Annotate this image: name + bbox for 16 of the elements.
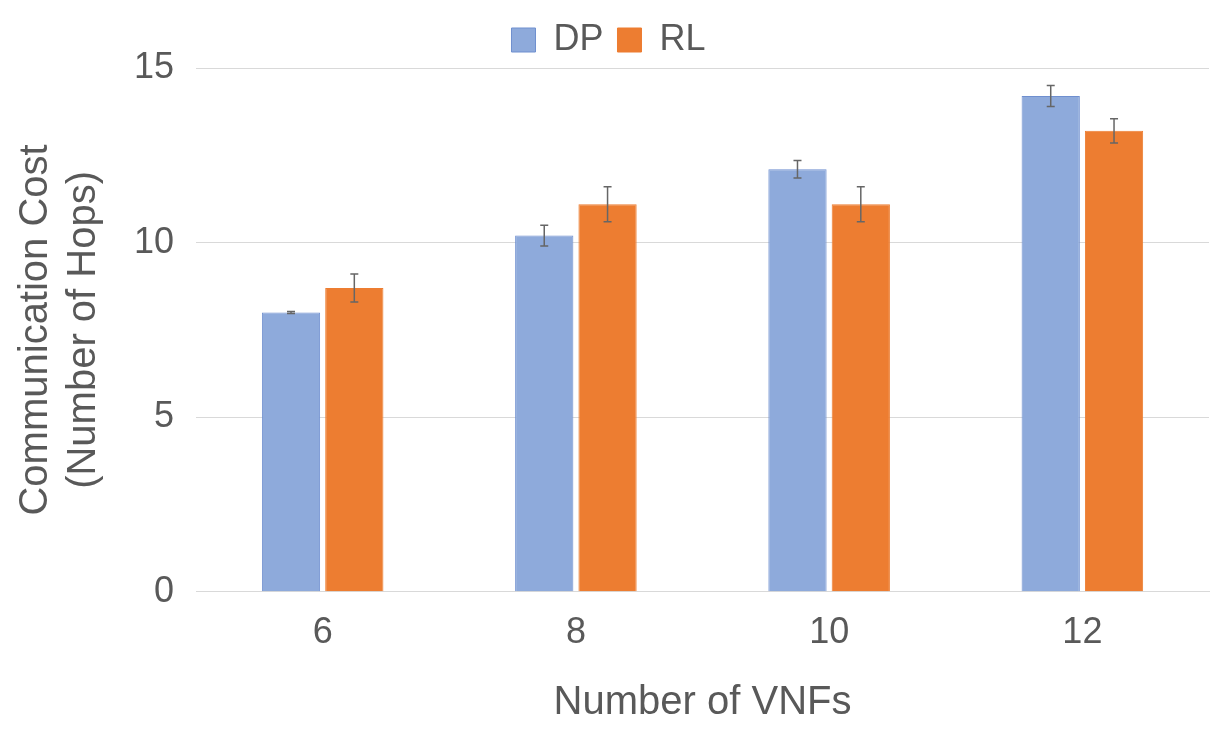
y-tick-label: 0 — [154, 568, 175, 610]
bar — [578, 204, 637, 592]
x-tick-label: 8 — [565, 610, 586, 652]
bar — [1084, 130, 1144, 592]
legend-label: DP — [553, 16, 604, 58]
bar — [831, 204, 890, 592]
y-axis-title: Communication Cost (Number of Hops) — [11, 144, 104, 516]
bar — [325, 288, 384, 592]
y-tick-label: 5 — [154, 394, 175, 436]
x-tick-label: 12 — [1062, 610, 1103, 652]
x-axis-title: Number of VNFs — [553, 678, 852, 723]
y-tick-label: 10 — [134, 219, 175, 261]
y-tick-label: 15 — [134, 44, 175, 86]
legend-label: RL — [659, 16, 706, 58]
x-tick-label: 6 — [312, 610, 333, 652]
x-tick-label: 10 — [809, 610, 850, 652]
